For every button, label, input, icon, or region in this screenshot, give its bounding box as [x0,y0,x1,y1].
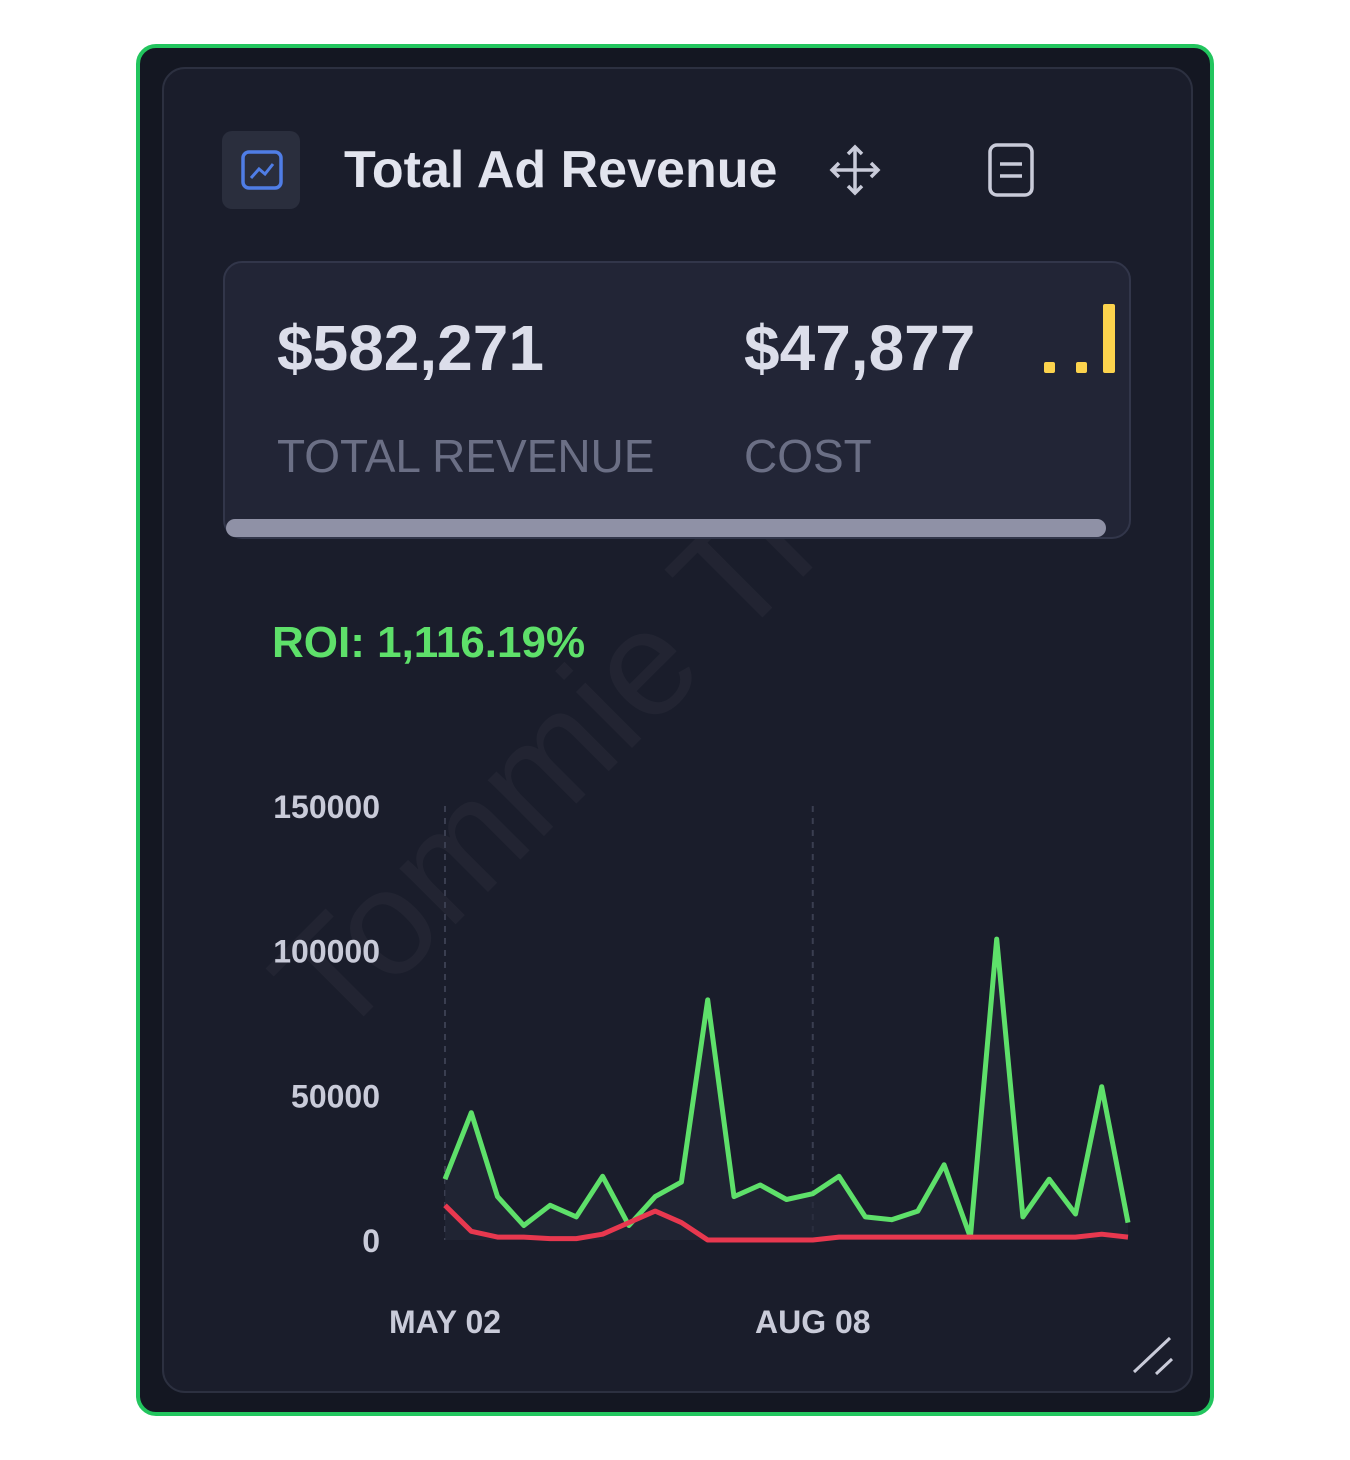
roi: ROI: 1,116.19% [272,618,585,667]
resize-handle[interactable] [1132,1336,1174,1376]
icon-line [249,163,275,179]
y-tick-label: 100000 [273,934,380,970]
notes-icon[interactable] [988,143,1034,197]
stat-value: $47,877 [744,312,975,384]
widget-title: Total Ad Revenue [344,141,777,199]
line-area [445,939,1128,1240]
stats-scroll-hint [1044,304,1115,373]
scrollbar[interactable] [226,519,1106,537]
y-tick-label: 150000 [273,789,380,825]
y-tick-label: 0 [362,1223,380,1259]
stat-label: TOTAL REVENUE [277,430,654,482]
line [442,936,1131,1240]
stat-value: $582,271 [277,312,544,384]
stat-label: COST [744,430,872,482]
icon-frame [241,150,283,190]
stats-panel [223,261,1131,539]
y-tick-label: 50000 [291,1078,380,1114]
x-tick-label: MAY 02 [389,1304,501,1340]
line [443,1203,1129,1243]
x-tick-label: AUG 08 [755,1304,871,1340]
move-icon[interactable] [829,144,881,196]
